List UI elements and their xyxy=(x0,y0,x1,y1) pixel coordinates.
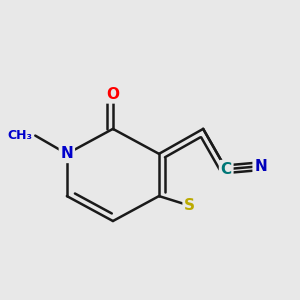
Text: CH₃: CH₃ xyxy=(7,129,32,142)
Text: N: N xyxy=(254,159,267,174)
Text: C: C xyxy=(220,162,232,177)
Text: S: S xyxy=(184,198,195,213)
Text: N: N xyxy=(61,146,73,161)
Text: O: O xyxy=(106,87,119,102)
